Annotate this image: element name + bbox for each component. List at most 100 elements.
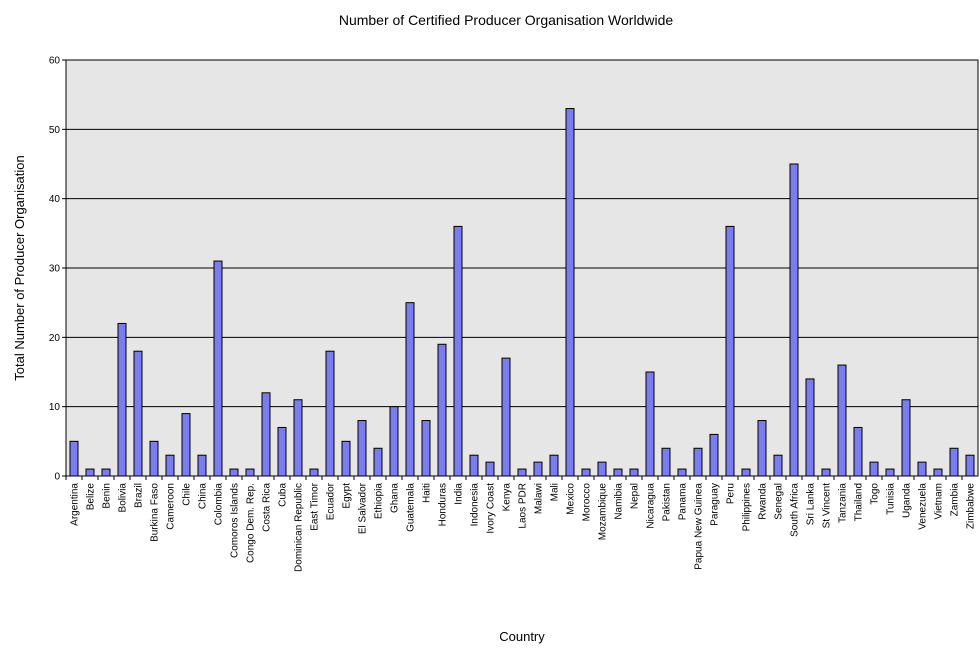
bar-congo-dem-rep-: [245, 468, 255, 477]
bar-morocco: [581, 468, 591, 477]
bar-mali: [549, 454, 559, 477]
bar-malawi: [533, 461, 543, 477]
bar-vietnam: [933, 468, 943, 477]
x-category-label: Togo: [870, 483, 881, 505]
x-category-label: Belize: [86, 483, 97, 511]
bar-ghana: [389, 406, 399, 477]
bar-haiti: [421, 420, 431, 477]
bar-cuba: [277, 426, 287, 477]
x-category-label: Senegal: [774, 483, 785, 520]
y-tick-label: 30: [49, 264, 61, 275]
bar-tanzania: [837, 364, 847, 477]
x-axis-title: Country: [499, 629, 545, 644]
bar-thailand: [853, 426, 863, 477]
x-category-label: Peru: [726, 483, 737, 504]
x-category-label: Laos PDR: [518, 483, 529, 529]
x-category-label: Burkina Faso: [150, 483, 161, 542]
x-category-label: South Africa: [790, 483, 801, 537]
x-category-label: Chile: [182, 483, 193, 506]
bar-paraguay: [709, 433, 719, 477]
bar-burkina-faso: [149, 440, 159, 477]
bar-ivory-coast: [485, 461, 495, 477]
x-category-label: Mali: [550, 483, 561, 501]
bar-chile: [181, 413, 191, 477]
x-category-label: Benin: [102, 483, 113, 509]
bar-east-timor: [309, 468, 319, 477]
bar-comoros-islands: [229, 468, 239, 477]
x-category-label: Guatemala: [406, 483, 417, 532]
bar-south-africa: [789, 163, 799, 477]
x-category-label: Haiti: [422, 483, 433, 503]
bar-india: [453, 225, 463, 477]
x-category-label: Indonesia: [470, 483, 481, 527]
x-category-label: Congo Dem. Rep.: [246, 483, 257, 563]
bar-argentina: [69, 440, 79, 477]
x-category-label: Morocco: [582, 483, 593, 522]
x-category-label: St Vincent: [822, 483, 833, 529]
bar-venezuela: [917, 461, 927, 477]
bar-kenya: [501, 357, 511, 477]
x-category-label: Sri Lanka: [806, 483, 817, 526]
bar-togo: [869, 461, 879, 477]
x-category-label: Papua New Guinea: [694, 483, 705, 570]
x-category-label: China: [198, 483, 209, 510]
bar-uganda: [901, 399, 911, 477]
x-category-label: El Salvador: [358, 482, 369, 534]
bar-sri-lanka: [805, 378, 815, 477]
bar-philippines: [741, 468, 751, 477]
x-category-label: Thailand: [854, 483, 865, 521]
bar-rwanda: [757, 420, 767, 477]
bar-brazil: [133, 350, 143, 477]
x-category-label: Tanzania: [838, 483, 849, 523]
bar-belize: [85, 468, 95, 477]
x-category-label: Cameroon: [166, 483, 177, 530]
bar-indonesia: [469, 454, 479, 477]
x-category-label: Bolivia: [118, 483, 129, 513]
bar-colombia: [213, 260, 223, 477]
x-category-label: Philippines: [742, 483, 753, 531]
x-axis-category-labels: Argentina Belize Benin Bolivia Brazil Burkina…: [65, 476, 977, 572]
x-category-label: Colombia: [214, 483, 225, 526]
chart-title: Number of Certified Producer Organisatio…: [339, 12, 674, 28]
x-category-label: Nepal: [630, 483, 641, 509]
x-category-label: Mozambique: [598, 483, 609, 541]
x-category-label: Mexico: [566, 483, 577, 515]
x-category-label: Rwanda: [758, 483, 769, 520]
y-tick-label: 0: [54, 472, 60, 483]
bar-panama: [677, 468, 687, 477]
x-category-label: Zambia: [950, 483, 961, 517]
x-category-label: Uganda: [902, 483, 913, 518]
bar-papua-new-guinea: [693, 447, 703, 477]
bars: [69, 108, 975, 477]
bar-peru: [725, 225, 735, 477]
x-category-label: Comoros Islands: [230, 483, 241, 558]
bar-guatemala: [405, 302, 415, 477]
bar-honduras: [437, 343, 447, 477]
y-tick-label: 10: [49, 402, 61, 413]
bar-senegal: [773, 454, 783, 477]
bar-el-salvador: [357, 420, 367, 477]
x-category-label: Ghana: [390, 483, 401, 513]
bar-mozambique: [597, 461, 607, 477]
x-category-label: Pakistan: [662, 483, 673, 521]
x-category-label: Ecuador: [326, 482, 337, 520]
bar-costa-rica: [261, 392, 271, 477]
y-tick-label: 60: [49, 56, 61, 67]
x-category-label: Paraguay: [710, 483, 721, 526]
x-category-label: Panama: [678, 483, 689, 521]
x-category-label: Ethiopia: [374, 483, 385, 520]
x-category-label: Venezuela: [918, 483, 929, 530]
y-tick-label: 40: [49, 194, 61, 205]
x-category-label: Costa Rica: [262, 483, 273, 532]
x-category-label: Malawi: [534, 483, 545, 514]
bar-bolivia: [117, 322, 127, 477]
bar-pakistan: [661, 447, 671, 477]
bar-dominican-republic: [293, 399, 303, 477]
y-axis-title: Total Number of Producer Organisation: [12, 155, 27, 380]
x-category-label: Kenya: [502, 483, 513, 512]
bar-egypt: [341, 440, 351, 477]
bar-benin: [101, 468, 111, 477]
y-tick-label: 20: [49, 333, 61, 344]
x-category-label: India: [454, 483, 465, 505]
